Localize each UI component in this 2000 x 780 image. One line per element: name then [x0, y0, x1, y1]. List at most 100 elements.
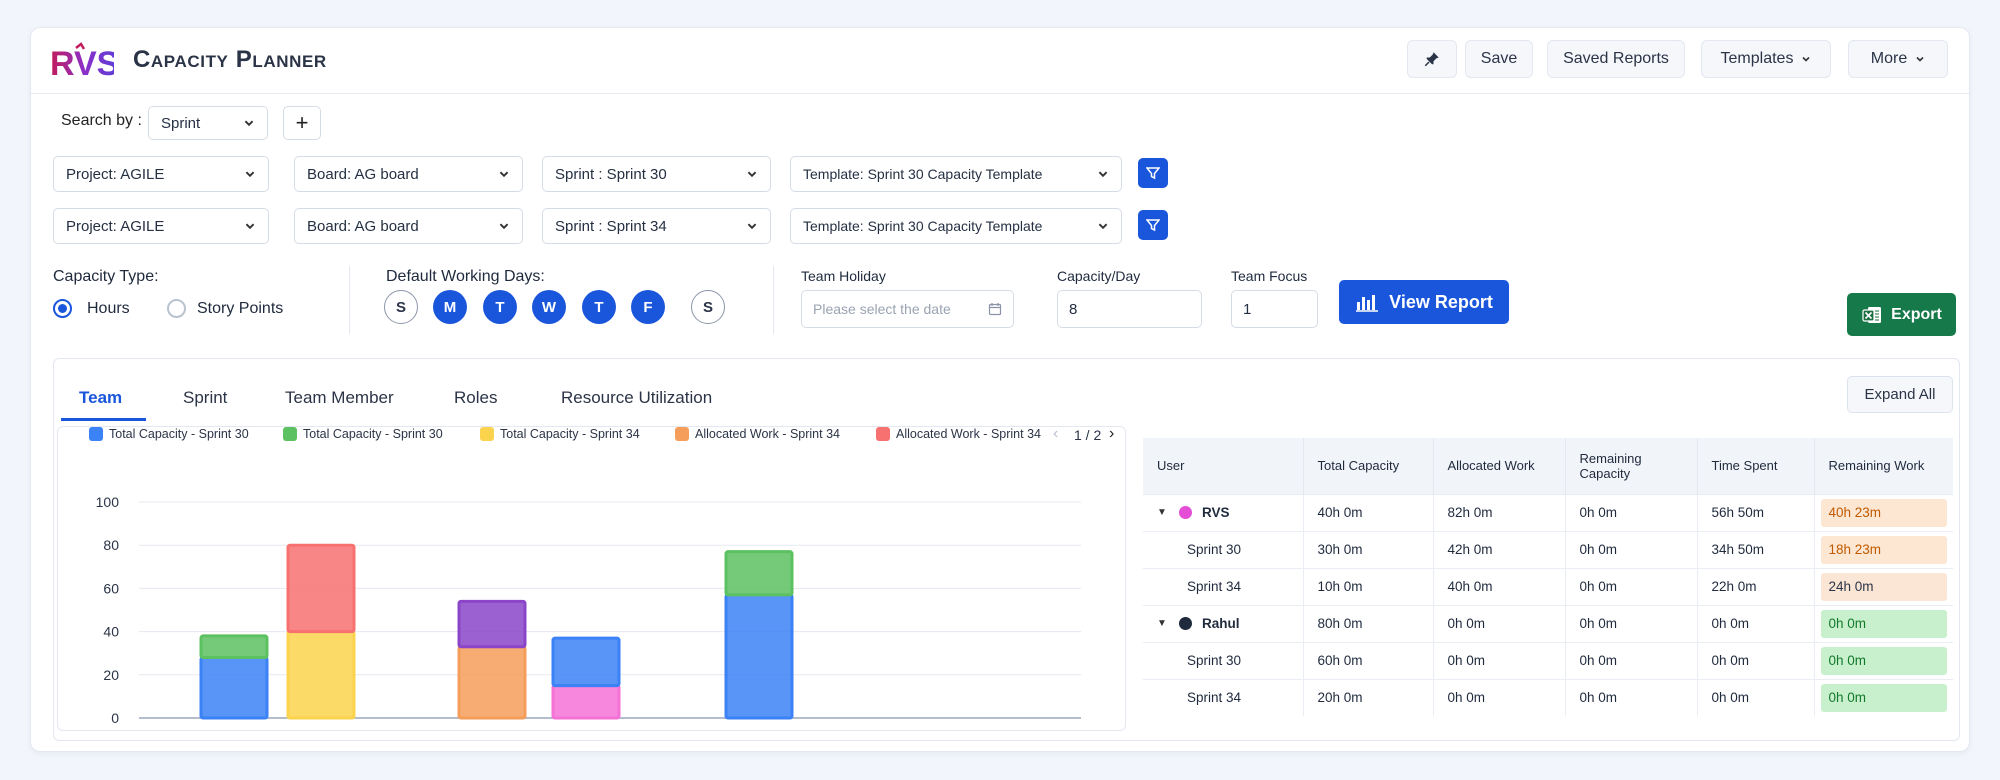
divider [773, 266, 774, 334]
bar-segment [551, 684, 621, 720]
capacity-day-input[interactable]: 8 [1057, 290, 1202, 328]
bar-segment [551, 636, 621, 688]
bar-segment [286, 543, 356, 634]
filter-icon [1146, 167, 1160, 180]
collapse-caret-icon[interactable]: ▼ [1157, 507, 1167, 518]
pin-button[interactable] [1407, 40, 1457, 78]
y-tick-label: 80 [103, 537, 119, 553]
legend-item[interactable]: Total Capacity - Sprint 30 [283, 427, 443, 441]
legend-item[interactable]: Total Capacity - Sprint 34 [480, 427, 640, 441]
working-day-toggle[interactable]: T [582, 290, 616, 324]
col-allocated-work: Allocated Work [1433, 438, 1566, 494]
export-button[interactable]: Export [1847, 293, 1956, 336]
board-value: Board: AG board [307, 217, 419, 235]
remaining-work-cell: 0h 0m [1814, 604, 1953, 642]
remaining-capacity-cell: 0h 0m [1565, 530, 1698, 568]
team-holiday-input[interactable]: Please select the date [801, 290, 1014, 328]
user-cell: Sprint 30 [1143, 641, 1304, 679]
legend-prev-icon[interactable]: ‹ [1053, 425, 1059, 442]
board-select-1[interactable]: Board: AG board [294, 156, 523, 192]
team-focus-value: 1 [1243, 300, 1252, 318]
tab-roles[interactable]: Roles [454, 388, 498, 407]
filter-button-2[interactable] [1138, 210, 1168, 240]
expand-all-label: Expand All [1864, 386, 1936, 403]
legend-next-icon[interactable]: › [1109, 425, 1115, 442]
capacity-bar-chart: 0 20 40 60 80 100 RVS Rahul [96, 494, 1081, 728]
more-label: More [1870, 50, 1908, 67]
sprint-value: Sprint : Sprint 30 [555, 165, 667, 183]
y-tick-label: 20 [103, 667, 119, 683]
project-select-1[interactable]: Project: AGILE [53, 156, 269, 192]
user-row[interactable]: ▼ Rahul 80h 0m 0h 0m 0h 0m 0h 0m 0h 0m [1143, 604, 1953, 642]
working-day-toggle[interactable]: S [691, 290, 725, 324]
search-by-label: Search by : [61, 112, 142, 129]
template-value: Template: Sprint 30 Capacity Template [803, 218, 1043, 234]
legend-label: Total Capacity - Sprint 30 [109, 427, 249, 441]
collapse-caret-icon[interactable]: ▼ [1157, 618, 1167, 629]
chevron-down-icon [1916, 56, 1924, 62]
working-day-toggle[interactable]: T [483, 290, 517, 324]
legend-swatch [283, 427, 297, 441]
legend-swatch [480, 427, 494, 441]
working-day-toggle[interactable]: F [631, 290, 665, 324]
story-points-radio[interactable] [167, 299, 186, 318]
user-name: RVS [1202, 505, 1230, 520]
board-select-2[interactable]: Board: AG board [294, 208, 523, 244]
sprint-row: Sprint 34 10h 0m 40h 0m 0h 0m 22h 0m 24h 0m [1143, 567, 1953, 605]
legend-item[interactable]: Total Capacity - Sprint 30 [89, 427, 249, 441]
tab-team-member[interactable]: Team Member [285, 388, 394, 407]
working-day-toggle[interactable]: W [532, 290, 566, 324]
tab-resource-utilization[interactable]: Resource Utilization [561, 388, 713, 407]
templates-label: Templates [1720, 50, 1794, 67]
working-day-toggle[interactable]: M [433, 290, 467, 324]
sprint-select-2[interactable]: Sprint : Sprint 34 [542, 208, 771, 244]
project-value: Project: AGILE [66, 165, 165, 183]
total-capacity-cell: 40h 0m [1303, 493, 1434, 531]
chevron-down-icon [245, 223, 255, 230]
team-focus-input[interactable]: 1 [1231, 290, 1318, 328]
working-day-toggle[interactable]: S [384, 290, 418, 324]
remaining-work-cell: 40h 23m [1814, 493, 1953, 531]
save-button[interactable]: Save [1465, 40, 1533, 78]
project-value: Project: AGILE [66, 217, 165, 235]
time-spent-cell: 0h 0m [1697, 641, 1815, 679]
saved-reports-label: Saved Reports [1563, 50, 1669, 67]
time-spent-cell: 0h 0m [1697, 678, 1815, 716]
time-spent-cell: 0h 0m [1697, 604, 1815, 642]
remaining-work-badge: 0h 0m [1820, 683, 1947, 712]
saved-reports-button[interactable]: Saved Reports [1547, 40, 1685, 78]
template-select-2[interactable]: Template: Sprint 30 Capacity Template [790, 208, 1122, 244]
legend-item[interactable]: Allocated Work - Sprint 34 [876, 427, 1041, 441]
template-select-1[interactable]: Template: Sprint 30 Capacity Template [790, 156, 1122, 192]
excel-icon [1862, 306, 1882, 323]
view-report-label: View Report [1389, 291, 1493, 312]
add-filter-button[interactable]: + [283, 106, 321, 140]
allocated-work-cell: 0h 0m [1433, 604, 1566, 642]
svg-text:RVS: RVS [50, 45, 114, 82]
tab-sprint[interactable]: Sprint [183, 388, 228, 407]
tab-team[interactable]: Team [79, 388, 123, 407]
total-capacity-cell: 60h 0m [1303, 641, 1434, 679]
legend-item[interactable]: Allocated Work - Sprint 34 [675, 427, 840, 441]
legend-swatch [876, 427, 890, 441]
search-by-select[interactable]: Sprint [148, 106, 268, 140]
view-report-button[interactable]: View Report [1339, 280, 1509, 324]
bar-segment [457, 599, 527, 649]
chevron-down-icon [499, 223, 509, 230]
filter-button-1[interactable] [1138, 158, 1168, 188]
bar-segment [724, 593, 794, 720]
chevron-down-icon [499, 171, 509, 178]
sprint-select-1[interactable]: Sprint : Sprint 30 [542, 156, 771, 192]
more-dropdown[interactable]: More [1848, 40, 1948, 78]
user-row[interactable]: ▼ RVS 40h 0m 82h 0m 0h 0m 56h 50m 40h 23m [1143, 493, 1953, 531]
chevron-down-icon [244, 120, 254, 127]
sprint-row: Sprint 30 30h 0m 42h 0m 0h 0m 34h 50m 18h 23m [1143, 530, 1953, 568]
hours-radio[interactable] [53, 299, 72, 318]
templates-dropdown[interactable]: Templates [1701, 40, 1831, 78]
col-time-spent: Time Spent [1697, 438, 1815, 494]
hours-label: Hours [87, 300, 130, 317]
remaining-work-badge: 0h 0m [1820, 609, 1947, 638]
expand-all-button[interactable]: Expand All [1847, 376, 1953, 413]
project-select-2[interactable]: Project: AGILE [53, 208, 269, 244]
legend-swatch [675, 427, 689, 441]
